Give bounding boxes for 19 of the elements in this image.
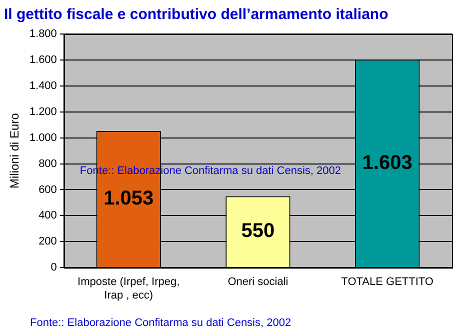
- y-tick-label: 1.600: [29, 54, 57, 66]
- y-tick-label: 400: [38, 210, 57, 222]
- x-tick-label: Imposte (Irpef, Irpeg, Irap , ecc): [78, 276, 180, 302]
- data-label: 550: [241, 220, 275, 242]
- y-tick-label: 1.200: [29, 106, 57, 118]
- y-tick-label: 800: [38, 158, 57, 170]
- y-tick-label: 200: [38, 236, 57, 248]
- y-tick-label: 1.000: [29, 132, 57, 144]
- x-tick-label: Oneri sociali: [228, 276, 288, 288]
- data-label: 1.053: [104, 188, 154, 210]
- source-note: Fonte:: Elaborazione Confitarma su dati Censis, 2002: [30, 317, 292, 330]
- x-tick-label: TOTALE GETTITO: [341, 276, 434, 288]
- y-tick-label: 1.800: [29, 28, 57, 40]
- y-tick-label: 0: [50, 262, 57, 274]
- data-label: 1.603: [362, 152, 412, 174]
- chart-title: Il gettito fiscale e contributivo dell’armamento italiano: [4, 6, 388, 24]
- y-tick-label: 600: [38, 184, 57, 196]
- y-tick-label: 1.400: [29, 80, 57, 92]
- y-axis-title: Milioni di Euro: [8, 112, 22, 188]
